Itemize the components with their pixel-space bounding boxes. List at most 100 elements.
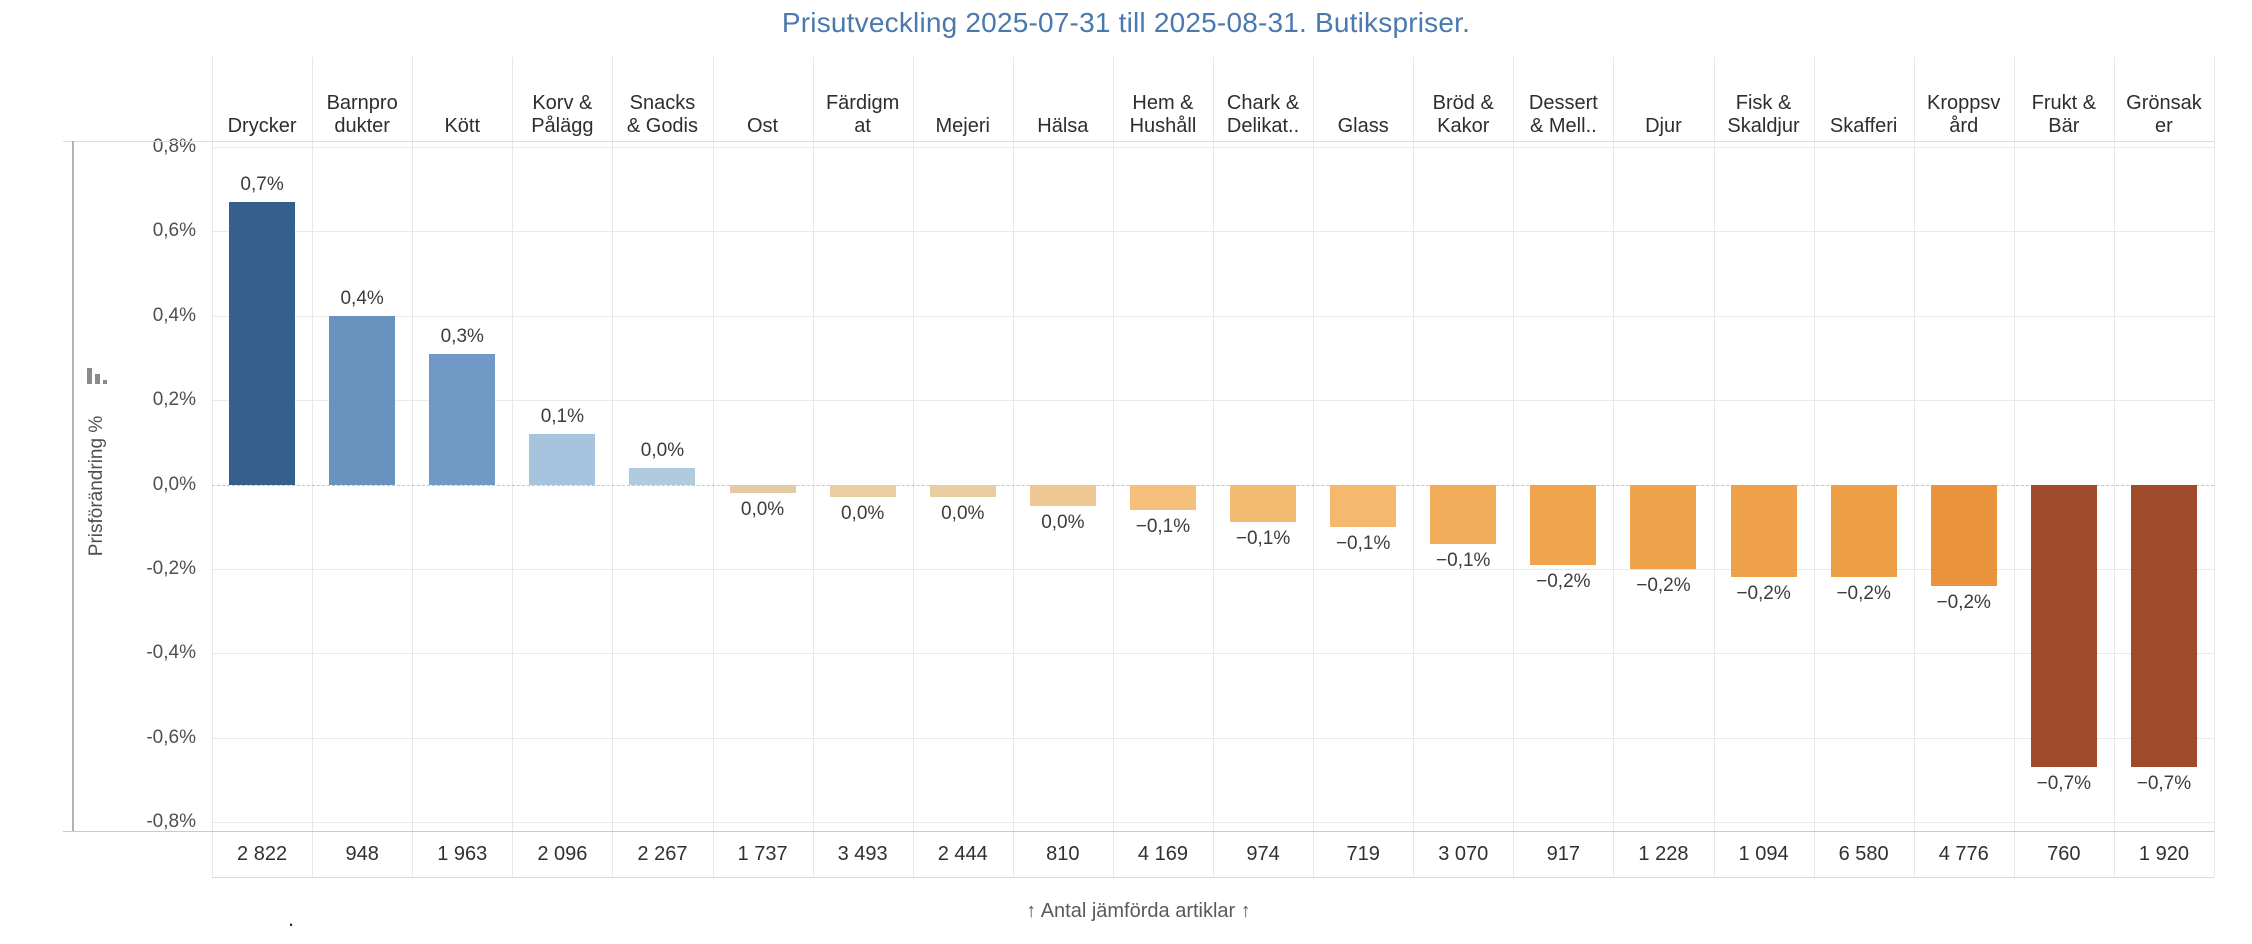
- bar-value-label: 0,1%: [540, 405, 584, 427]
- price-bar[interactable]: [1930, 484, 1997, 586]
- category-header: Korv & Pålägg: [531, 92, 594, 137]
- chart-title: Prisutveckling 2025-07-31 till 2025-08-3…: [781, 7, 1471, 38]
- category-header: Djur: [1645, 115, 1682, 137]
- price-bar[interactable]: [1230, 484, 1297, 523]
- article-count: 974: [1246, 843, 1280, 865]
- price-bar[interactable]: [1730, 484, 1797, 578]
- bar-value-label: −0,7%: [2136, 773, 2192, 795]
- gridline: [212, 737, 2214, 739]
- price-bar[interactable]: [1830, 484, 1897, 578]
- bar-value-label: −0,2%: [1936, 591, 1991, 613]
- bar-value-label: 0,0%: [840, 503, 885, 525]
- bar-value-label: 0,0%: [740, 498, 785, 520]
- x-axis-caption: ↑ Antal jämförda artiklar ↑: [1026, 900, 1251, 922]
- y-tick-label: 0,2%: [152, 389, 196, 411]
- article-count: 1 228: [1638, 843, 1689, 865]
- price-bar[interactable]: [1630, 484, 1697, 569]
- price-bar[interactable]: [329, 315, 396, 485]
- bar-value-label: 0,7%: [240, 173, 284, 195]
- y-tick-label: 0,8%: [152, 136, 196, 157]
- category-header: Hälsa: [1037, 115, 1089, 137]
- column-separator: [2214, 57, 2215, 877]
- article-count: 2 444: [937, 843, 988, 865]
- y-tick-label: -0,6%: [146, 726, 196, 748]
- gridline: [212, 400, 2214, 402]
- article-count: 810: [1046, 843, 1080, 865]
- price-bar[interactable]: [1430, 484, 1497, 544]
- bar-value-label: 0,4%: [340, 287, 384, 309]
- article-count: 2 267: [637, 843, 688, 865]
- article-count: 1 963: [437, 843, 488, 865]
- bar-value-label: 0,3%: [440, 325, 484, 347]
- bar-value-label: −0,1%: [1436, 549, 1491, 571]
- price-bar[interactable]: [1029, 484, 1096, 506]
- category-header: Mejeri: [935, 115, 990, 137]
- price-bar[interactable]: [729, 484, 796, 493]
- category-header: Chark & Delikat..: [1226, 92, 1300, 137]
- gridline: [212, 315, 2214, 317]
- bar-value-label: 0,0%: [941, 503, 985, 525]
- y-tick-label: 0,6%: [152, 220, 196, 242]
- article-count: 3 493: [837, 843, 888, 865]
- article-count: 4 169: [1137, 843, 1188, 865]
- article-count: 4 776: [1938, 843, 1989, 865]
- price-bar[interactable]: [429, 353, 496, 485]
- footer-dot: .: [288, 906, 295, 931]
- price-bar[interactable]: [629, 467, 696, 485]
- y-axis-tick-labels: 0,8% 0,6% 0,4% 0,2% 0,0% -0,2% -0,4% -0,6% -0,8%: [63, 0, 204, 944]
- y-tick-label: 0,4%: [152, 304, 196, 326]
- bar-value-label: 0,0%: [1041, 511, 1085, 533]
- y-axis-rule: [72, 141, 74, 831]
- bar-value-label: 0,0%: [640, 439, 685, 461]
- y-tick-label: -0,4%: [146, 642, 196, 664]
- category-header: Bröd & Kakor: [1432, 92, 1494, 137]
- bar-value-label: −0,7%: [2036, 773, 2092, 795]
- price-bar[interactable]: [1530, 484, 1597, 565]
- bar-value-label: −0,2%: [1536, 570, 1591, 592]
- bar-value-label: −0,1%: [1235, 528, 1291, 550]
- article-count-row: 2 822 948 1 963 2 096 2 267 1 737 3 493 2 444 81…: [212, 831, 2214, 877]
- gridline: [212, 568, 2214, 570]
- article-count: 760: [2047, 843, 2081, 865]
- price-bar[interactable]: [529, 433, 596, 485]
- price-bar[interactable]: [229, 201, 296, 485]
- article-count: 1 920: [2138, 843, 2189, 865]
- category-header: Ost: [746, 115, 779, 137]
- category-header-row: Drycker Barnpro dukter Kött Korv & Pålägg Snac…: [212, 57, 2214, 141]
- category-header: Grönsak er: [2126, 92, 2202, 137]
- price-bar[interactable]: [2130, 484, 2197, 768]
- price-bar[interactable]: [829, 484, 896, 498]
- article-count: 948: [345, 843, 379, 865]
- category-header: Kroppsv ård: [1927, 92, 2001, 137]
- gridline: [212, 822, 2214, 823]
- bar-value-label: −0,1%: [1135, 515, 1191, 537]
- category-header: Kött: [444, 115, 481, 137]
- price-bar[interactable]: [929, 484, 996, 498]
- y-tick-label: -0,2%: [146, 557, 196, 579]
- sort-descending-icon[interactable]: [86, 366, 113, 385]
- category-header: Färdigm at: [825, 92, 900, 137]
- article-count: 6 580: [1838, 843, 1889, 865]
- category-header: Glass: [1337, 115, 1389, 137]
- bar-value-label: −0,1%: [1335, 532, 1391, 554]
- y-tick-label: -0,8%: [146, 811, 196, 832]
- gridline: [212, 231, 2214, 233]
- price-bar[interactable]: [1129, 484, 1196, 510]
- article-count: 3 070: [1438, 843, 1489, 865]
- bar-value-label: −0,2%: [1636, 574, 1691, 596]
- bar-value-label: −0,2%: [1836, 583, 1891, 605]
- counts-bottom-rule: [212, 877, 2214, 878]
- category-header: Fisk & Skaldjur: [1727, 92, 1800, 137]
- bar-value-label: −0,2%: [1736, 583, 1791, 605]
- category-header: Frukt & Bär: [2031, 92, 2097, 137]
- category-header: Skafferi: [1829, 115, 1898, 137]
- y-tick-label: 0,0%: [152, 473, 196, 495]
- article-count: 1 737: [737, 843, 788, 865]
- category-header: Hem & Hushåll: [1129, 92, 1197, 137]
- article-count: 2 096: [537, 843, 588, 865]
- price-bar[interactable]: [1330, 484, 1397, 527]
- article-count: 719: [1346, 843, 1380, 865]
- price-bar[interactable]: [2030, 484, 2097, 768]
- article-count: 1 094: [1738, 843, 1789, 865]
